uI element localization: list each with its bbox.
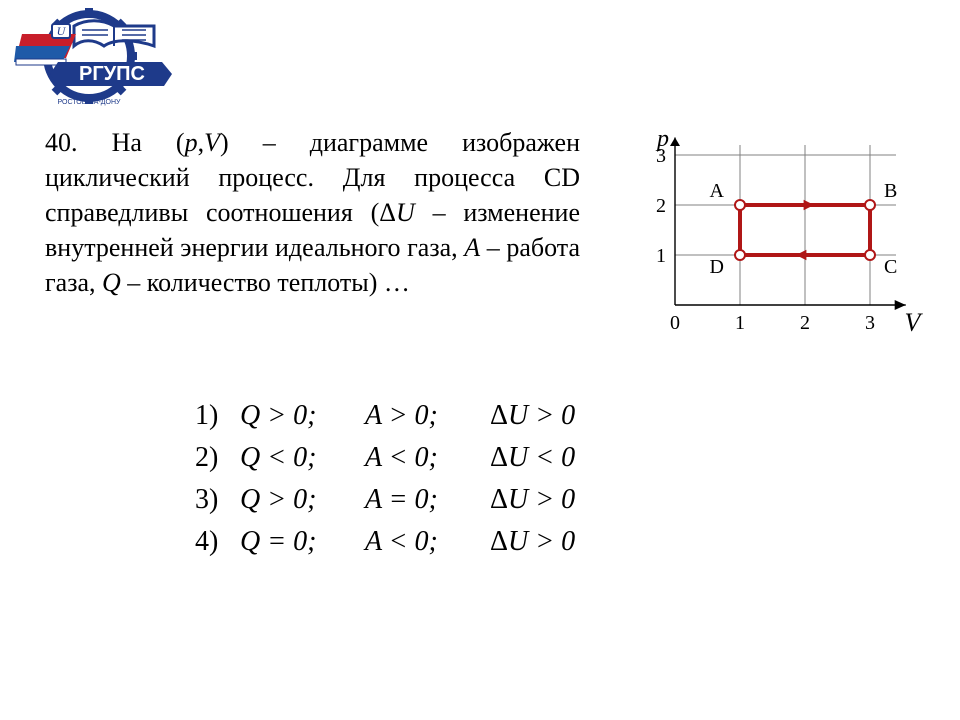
logo-banner: РГУПС	[50, 62, 172, 86]
svg-text:3: 3	[865, 312, 875, 334]
page: U РГУПС РОСТОВ-НА-ДОНУ 40. На (p,V) – ди…	[0, 0, 960, 720]
svg-text:U: U	[57, 24, 67, 38]
problem-statement: 40. На (p,V) – диаграмме изображен цикли…	[45, 125, 580, 300]
book-icon	[74, 21, 154, 46]
svg-text:C: C	[884, 256, 897, 278]
svg-text:2: 2	[800, 312, 810, 334]
svg-text:p: p	[655, 126, 669, 152]
svg-text:B: B	[884, 180, 897, 202]
svg-text:V: V	[905, 308, 924, 337]
svg-text:РОСТОВ-НА-ДОНУ: РОСТОВ-НА-ДОНУ	[58, 99, 121, 106]
university-logo: U РГУПС РОСТОВ-НА-ДОНУ	[14, 4, 174, 114]
option-1: 1) Q > 0; A > 0; ΔU > 0	[195, 395, 608, 437]
option-4: 4) Q = 0; A < 0; ΔU > 0	[195, 521, 608, 563]
train-icon: U	[14, 24, 76, 65]
svg-text:D: D	[710, 256, 724, 278]
problem-number: 40.	[45, 128, 78, 157]
svg-text:A: A	[710, 180, 725, 202]
svg-text:2: 2	[656, 195, 666, 217]
option-2: 2) Q < 0; A < 0; ΔU < 0	[195, 437, 608, 479]
svg-text:0: 0	[670, 312, 680, 334]
svg-text:РГУПС: РГУПС	[79, 63, 145, 85]
pv-diagram: 0123123pVABCD	[620, 105, 925, 345]
svg-text:1: 1	[656, 245, 666, 267]
option-3: 3) Q > 0; A = 0; ΔU > 0	[195, 479, 608, 521]
answer-options: 1) Q > 0; A > 0; ΔU > 0 2) Q < 0; A < 0;…	[195, 395, 608, 563]
svg-text:1: 1	[735, 312, 745, 334]
